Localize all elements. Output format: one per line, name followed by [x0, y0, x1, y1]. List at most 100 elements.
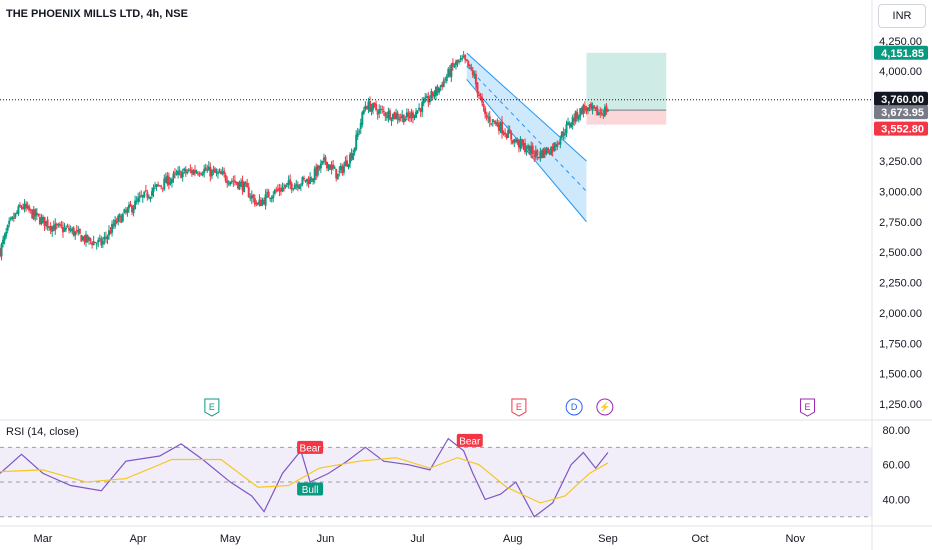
candle-body — [150, 191, 153, 196]
rsi-tick-label: 60.00 — [882, 460, 910, 472]
candle-body — [197, 173, 200, 175]
candle-body — [408, 116, 411, 119]
rsi-indicator-label[interactable]: RSI (14, close) — [6, 426, 79, 438]
candle-body — [345, 160, 348, 167]
candle-body — [471, 70, 474, 76]
candle-body — [433, 94, 436, 97]
candle-body — [362, 110, 365, 114]
candle-body — [494, 121, 497, 124]
event-markers[interactable]: E E D ⚡ E — [204, 398, 816, 417]
candle-body — [373, 102, 376, 106]
candle-body — [444, 79, 447, 81]
candle-body — [143, 191, 146, 197]
candle-body — [332, 164, 335, 169]
price-tick-label: 4,250.00 — [879, 36, 922, 48]
event-marker[interactable]: E — [511, 398, 527, 417]
candle-body — [195, 171, 198, 174]
candle-body — [413, 116, 416, 118]
candle-body — [453, 65, 456, 67]
candle-body — [567, 122, 570, 125]
candle-body — [315, 167, 318, 177]
candle-body — [158, 185, 161, 187]
candle-body — [149, 196, 152, 199]
candle-body — [83, 236, 86, 243]
candle-body — [381, 108, 384, 110]
candle-body — [5, 231, 8, 237]
candle-body — [393, 112, 396, 119]
candle-body — [204, 167, 207, 171]
candle-body — [9, 218, 12, 220]
event-marker[interactable]: E — [204, 398, 220, 417]
candle-body — [339, 165, 342, 171]
candle-body — [227, 183, 230, 185]
candle-body — [190, 169, 193, 174]
descending-channel[interactable] — [466, 52, 587, 223]
price-tick-label: 2,000.00 — [879, 308, 922, 320]
candle-body — [20, 206, 23, 208]
candle-body — [522, 143, 525, 146]
candle-body — [40, 217, 43, 224]
candle-body — [267, 191, 270, 198]
price-tag-text: 4,151.85 — [881, 48, 924, 60]
rsi-signals: BearBearBullBear — [297, 433, 483, 496]
candle-body — [155, 184, 158, 187]
candle-body — [180, 171, 183, 179]
rsi-axis[interactable]: 40.00 60.00 80.00 — [882, 425, 910, 506]
candle-body — [138, 196, 141, 199]
candle-body — [485, 115, 488, 118]
candle-body — [246, 183, 249, 188]
candle-body — [230, 181, 233, 183]
candle-body — [293, 184, 296, 190]
rsi-background — [0, 446, 872, 518]
price-tick-label: 2,500.00 — [879, 247, 922, 259]
candle-body — [530, 146, 533, 154]
candle-body — [533, 155, 536, 157]
time-tick-label: Jul — [411, 533, 425, 545]
candle-body — [295, 184, 298, 186]
candle-body — [0, 249, 1, 257]
candle-body — [307, 180, 310, 185]
time-axis[interactable]: Mar Apr May Jun Jul Aug Sep Oct Nov — [0, 525, 932, 545]
rsi-line — [0, 437, 609, 518]
candle-body — [545, 148, 548, 154]
candle-body — [335, 168, 338, 179]
candle-body — [63, 227, 66, 231]
candle-body — [68, 228, 71, 231]
currency-selector[interactable]: INR — [878, 4, 926, 28]
candle-body — [493, 120, 496, 123]
time-tick-label: Mar — [34, 533, 53, 545]
candle-body — [527, 145, 530, 150]
candle-body — [160, 185, 163, 187]
candle-body — [462, 55, 465, 58]
candle-body — [141, 195, 144, 198]
event-marker[interactable]: D — [565, 398, 583, 416]
candle-body — [418, 107, 421, 110]
candle-body — [37, 213, 40, 216]
event-marker[interactable]: ⚡ — [596, 398, 614, 416]
candle-body — [250, 195, 253, 199]
candle-body — [519, 139, 522, 149]
candle-body — [184, 169, 187, 173]
candle-body — [123, 209, 126, 214]
candle-body — [175, 173, 178, 175]
channel-upper-line — [466, 52, 587, 162]
event-badge — [204, 398, 220, 417]
candle-body — [302, 177, 305, 179]
candle-body — [299, 184, 302, 186]
candle-body — [25, 203, 28, 208]
price-tag-text: 3,673.95 — [881, 107, 924, 119]
price-tick-label: 4,000.00 — [879, 66, 922, 78]
candle-body — [229, 181, 232, 185]
candle-body — [287, 180, 290, 185]
candle-body — [579, 108, 582, 117]
candle-body — [487, 117, 490, 119]
candle-body — [442, 80, 445, 88]
candle-body — [66, 226, 69, 228]
price-axis[interactable]: 1,250.00 1,500.00 1,750.00 2,000.00 2,250.00… — [871, 0, 922, 550]
event-marker[interactable]: E — [800, 398, 816, 417]
price-tick-label: 2,750.00 — [879, 217, 922, 229]
candle-body — [421, 102, 424, 112]
long-position-tool[interactable] — [586, 52, 667, 125]
candle-body — [247, 187, 250, 198]
